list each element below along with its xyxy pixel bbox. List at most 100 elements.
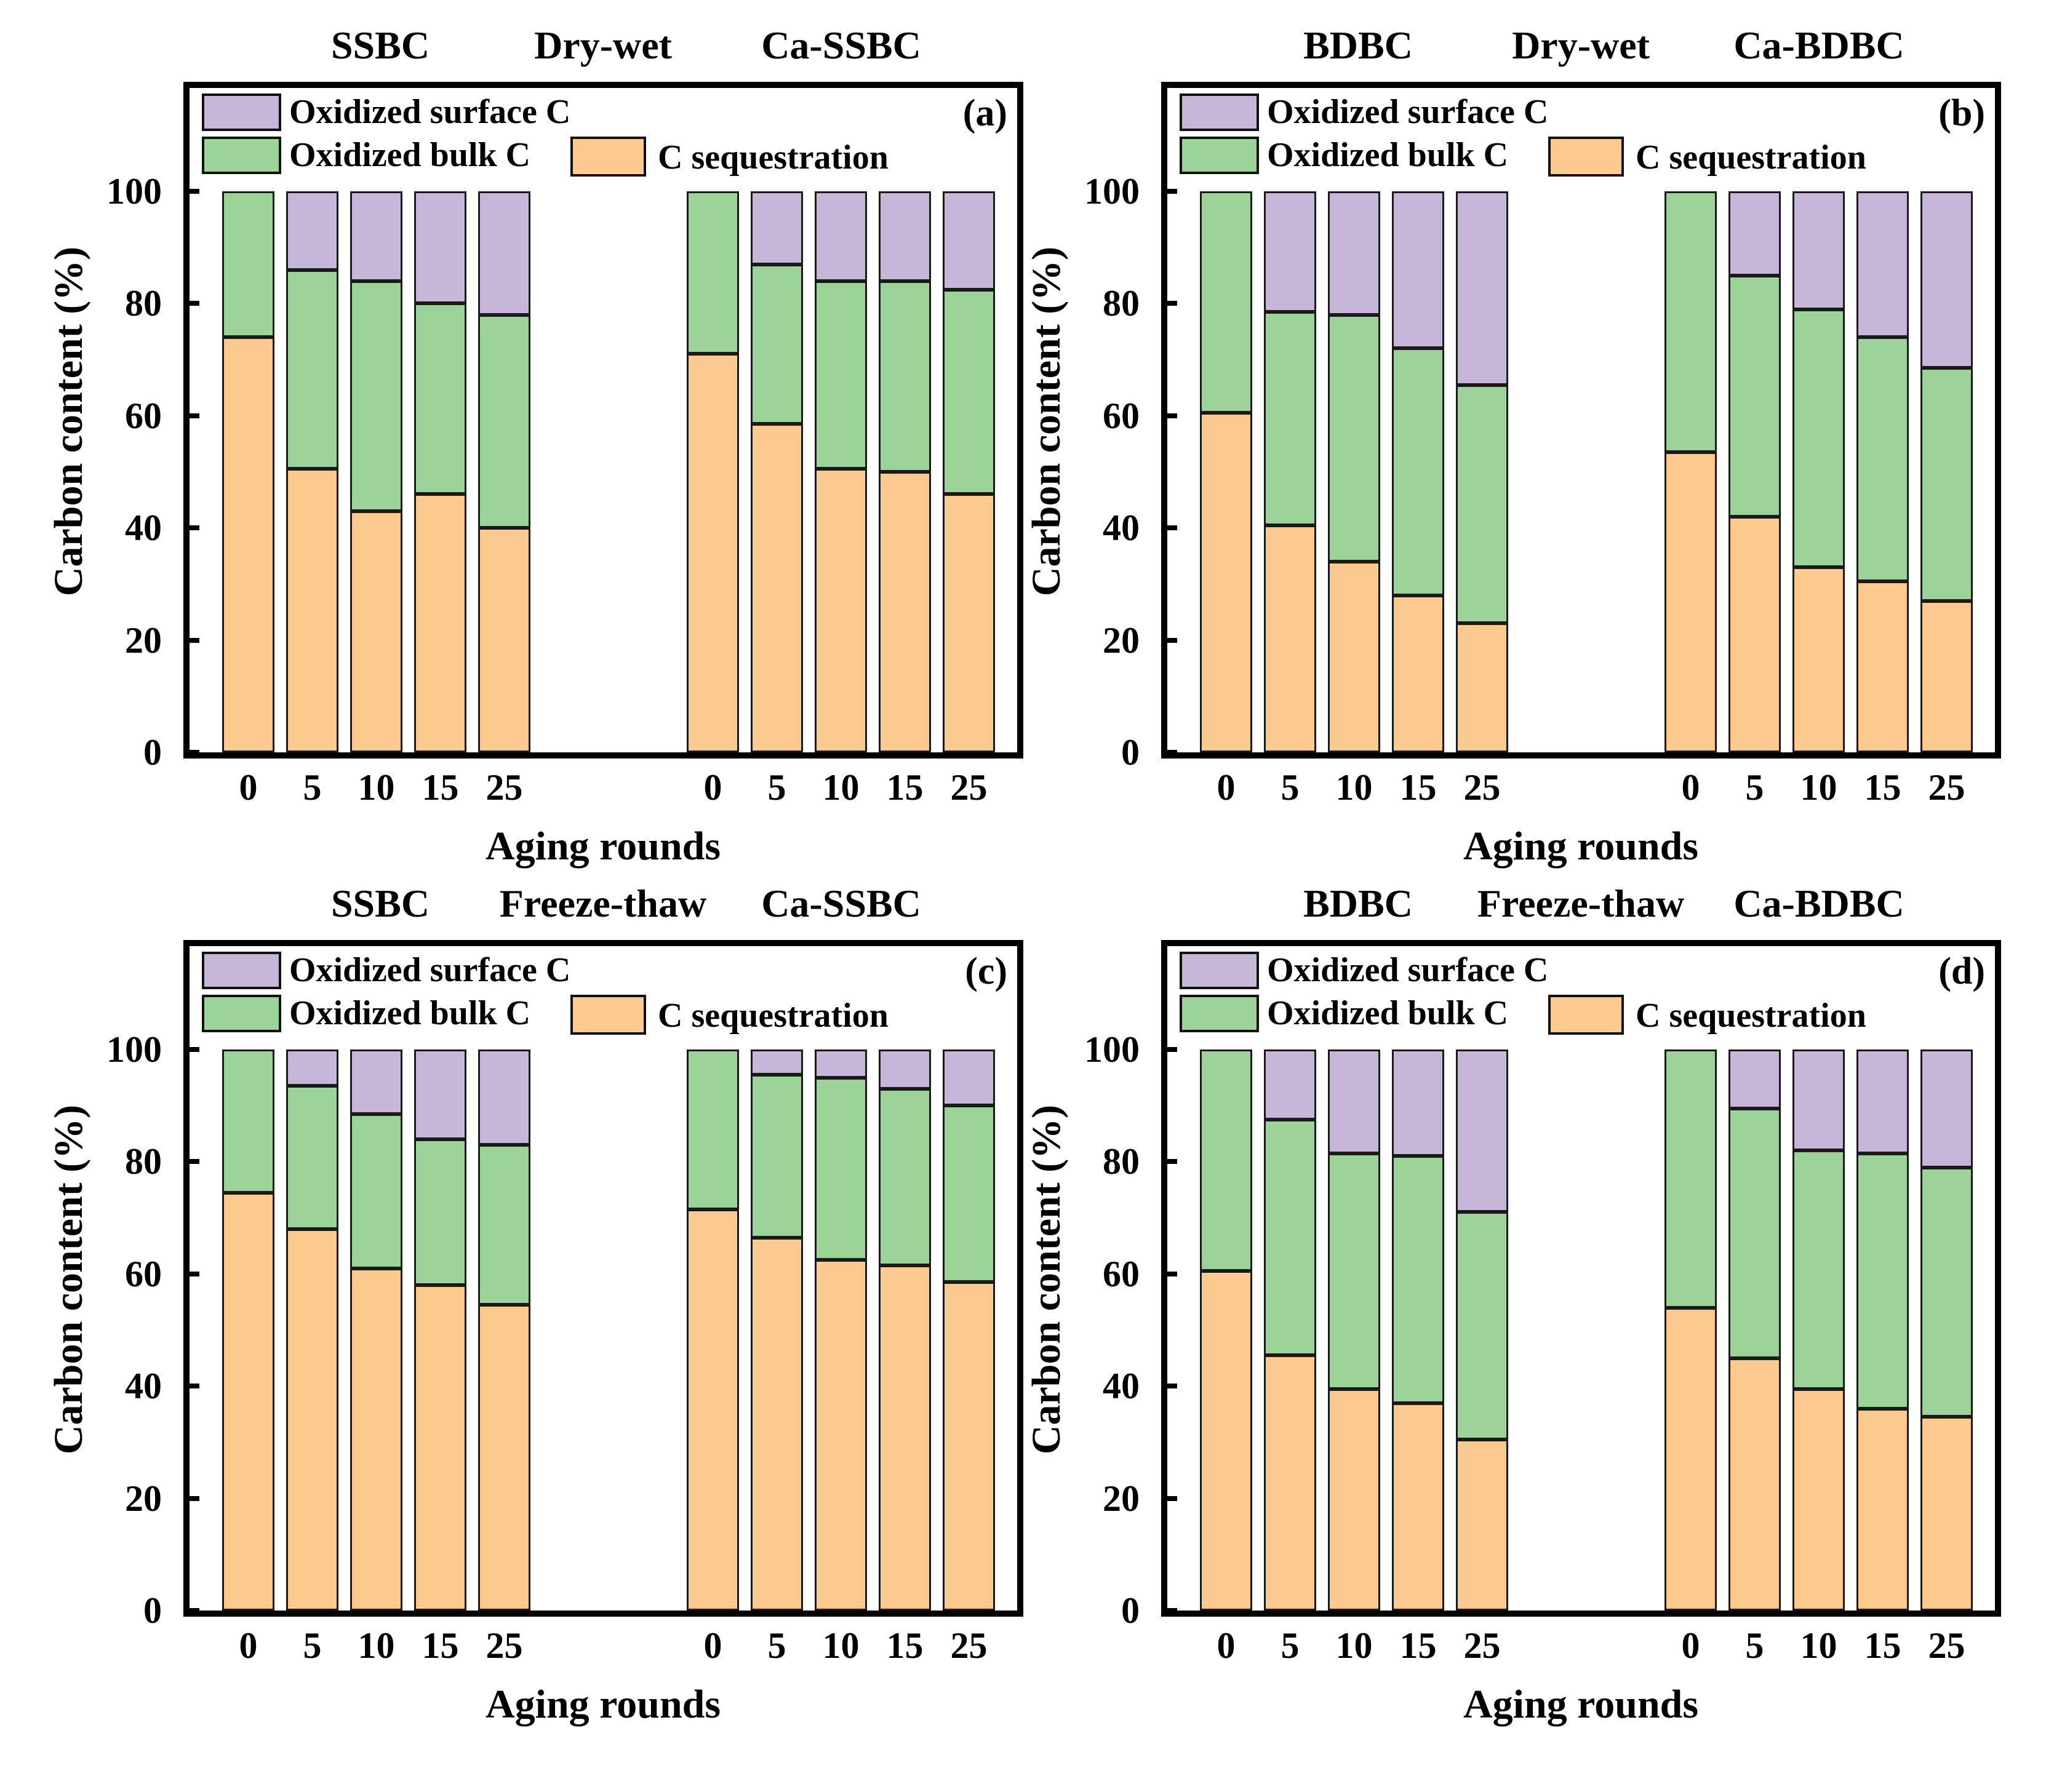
bar-segment-c-sequestration	[1392, 595, 1444, 752]
bar-segment-oxidized-bulk-c	[751, 1075, 803, 1238]
y-tick	[190, 301, 199, 306]
bar-segment-oxidized-surface-c	[350, 1049, 402, 1114]
x-axis-title: Aging rounds	[1463, 824, 1699, 869]
bar-segment-oxidized-bulk-c	[1664, 1049, 1717, 1308]
y-tick-label: 60	[125, 396, 162, 436]
bar-segment-oxidized-surface-c	[1328, 191, 1380, 315]
x-tick-label: 25	[950, 767, 988, 808]
bar-segment-oxidized-bulk-c	[478, 315, 530, 528]
legend-swatch-oxidized-surface-c	[202, 94, 281, 131]
bar-segment-c-sequestration	[751, 1238, 803, 1611]
bar-segment-c-sequestration	[222, 1193, 274, 1611]
aging-condition-label: Dry-wet	[534, 23, 672, 67]
bar-segment-c-sequestration	[1856, 581, 1909, 752]
x-tick-label: 25	[950, 1625, 988, 1666]
x-tick-label: 0	[1681, 767, 1700, 808]
bar-segment-oxidized-surface-c	[1856, 191, 1909, 337]
x-tick-label: 10	[1335, 767, 1373, 808]
bar-segment-oxidized-bulk-c	[879, 1089, 931, 1265]
bar-segment-oxidized-bulk-c	[1328, 315, 1380, 562]
bar-segment-c-sequestration	[222, 337, 274, 752]
bar-segment-oxidized-bulk-c	[751, 265, 803, 424]
bar-segment-oxidized-surface-c	[1728, 191, 1781, 276]
bar-segment-c-sequestration	[1200, 413, 1252, 752]
y-tick	[190, 1047, 199, 1052]
legend-swatch-oxidized-bulk-c	[202, 995, 281, 1032]
bar-segment-oxidized-bulk-c	[1792, 309, 1845, 567]
bar-segment-c-sequestration	[1920, 601, 1973, 752]
bar-segment-oxidized-surface-c	[1728, 1049, 1781, 1109]
y-tick-label: 0	[1121, 732, 1140, 773]
bar-segment-oxidized-surface-c	[879, 1049, 931, 1089]
bar-segment-oxidized-bulk-c	[1856, 337, 1909, 581]
bar-segment-oxidized-surface-c	[1792, 1049, 1845, 1150]
plot-area: Oxidized surface C Oxidized bulk C C seq…	[106, 940, 1023, 1666]
legend-label-oxidized-bulk-c: Oxidized bulk C	[289, 994, 531, 1032]
bar-segment-oxidized-surface-c	[943, 191, 995, 290]
legend-swatch-c-sequestration	[570, 995, 646, 1035]
y-tick	[190, 1384, 199, 1388]
x-tick-label: 25	[1928, 767, 1965, 808]
x-tick-label: 0	[1681, 1625, 1700, 1666]
bar-segment-oxidized-bulk-c	[815, 281, 867, 469]
bar-segment-oxidized-bulk-c	[1456, 385, 1508, 623]
bar-segment-oxidized-bulk-c	[1264, 1120, 1316, 1355]
legend-swatch-oxidized-bulk-c	[202, 137, 281, 174]
y-tick	[190, 1272, 199, 1276]
bar-segment-oxidized-surface-c	[751, 191, 803, 265]
panel-letter: (d)	[1938, 950, 1985, 992]
legend-swatch-c-sequestration	[1548, 137, 1624, 177]
bar-segment-oxidized-surface-c	[751, 1049, 803, 1075]
x-tick-label: 0	[703, 767, 722, 808]
bar-segment-c-sequestration	[286, 469, 338, 752]
y-tick	[1167, 1384, 1177, 1388]
bar-segment-c-sequestration	[350, 511, 402, 752]
y-tick-label: 100	[1084, 171, 1140, 212]
bar-segment-oxidized-bulk-c	[879, 281, 931, 472]
bar-segment-c-sequestration	[943, 494, 995, 752]
bar-segment-oxidized-surface-c	[815, 191, 867, 281]
legend-label-c-sequestration: C sequestration	[1636, 138, 1866, 177]
y-tick	[1167, 1159, 1177, 1164]
x-tick-label: 0	[1217, 767, 1236, 808]
y-tick	[1167, 1272, 1177, 1276]
panel-b: BDBC Dry-wet Ca-BDBC Carbon content (%) …	[978, 0, 2062, 934]
x-tick-label: 5	[1745, 1625, 1764, 1666]
x-tick-label: 10	[1800, 767, 1837, 808]
x-tick-label: 15	[422, 1625, 459, 1666]
bar-segment-c-sequestration	[1328, 562, 1380, 752]
aging-condition-label: Dry-wet	[1512, 23, 1650, 67]
bar-segment-c-sequestration	[1264, 525, 1316, 752]
x-tick-label: 5	[303, 767, 322, 808]
aging-condition-label: Freeze-thaw	[499, 882, 707, 925]
group-label-right: Ca-BDBC	[1733, 23, 1904, 67]
bar-segment-oxidized-surface-c	[879, 191, 931, 281]
x-tick-label: 5	[767, 767, 786, 808]
legend-swatch-c-sequestration	[570, 137, 646, 177]
bar-segment-c-sequestration	[943, 1282, 995, 1611]
bar-segment-c-sequestration	[1328, 1389, 1380, 1611]
y-tick-label: 0	[143, 1590, 162, 1631]
bar-segment-oxidized-bulk-c	[286, 1086, 338, 1229]
bar-segment-oxidized-surface-c	[1264, 191, 1316, 312]
legend-label-c-sequestration: C sequestration	[658, 997, 889, 1035]
x-tick-label: 0	[1217, 1625, 1236, 1666]
bar-segment-oxidized-bulk-c	[1728, 1109, 1781, 1358]
y-tick	[1167, 413, 1177, 418]
x-tick-label: 10	[1335, 1625, 1373, 1666]
bar-segment-c-sequestration	[687, 354, 739, 752]
bar-segment-c-sequestration	[1664, 452, 1717, 752]
y-tick-label: 100	[106, 1029, 162, 1070]
y-tick-label: 20	[125, 620, 162, 661]
legend-swatch-c-sequestration	[1548, 995, 1624, 1035]
x-tick-label: 10	[358, 1625, 395, 1666]
bar-segment-oxidized-bulk-c	[1920, 1168, 1973, 1417]
group-label-right: Ca-SSBC	[761, 882, 921, 925]
x-tick-label: 15	[422, 767, 459, 808]
x-tick-label: 15	[886, 767, 924, 808]
bar-segment-c-sequestration	[478, 528, 530, 752]
bar-segment-oxidized-bulk-c	[1664, 191, 1717, 452]
x-tick-label: 25	[1928, 1625, 1965, 1666]
bar-segment-oxidized-bulk-c	[1456, 1212, 1508, 1440]
y-tick-label: 0	[143, 732, 162, 773]
